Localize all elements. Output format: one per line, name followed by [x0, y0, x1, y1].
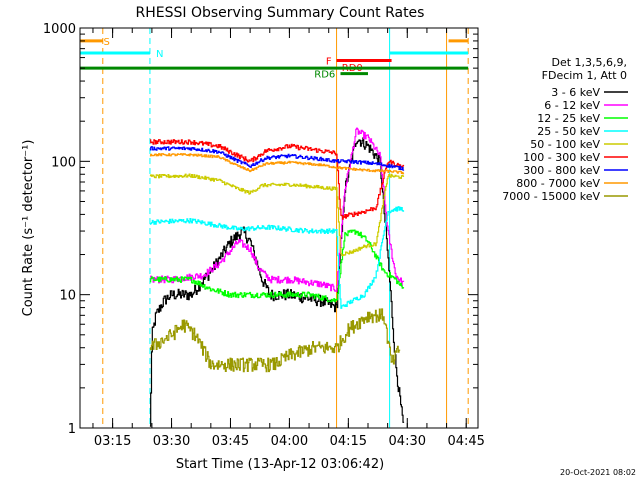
- legend-label: 800 - 7000 keV: [516, 177, 600, 190]
- series-line: [149, 206, 405, 309]
- footer-timestamp: 20-Oct-2021 08:02: [560, 468, 636, 477]
- x-tick-label: 04:45: [447, 434, 484, 449]
- series-line: [149, 229, 405, 303]
- series-line: [149, 146, 405, 171]
- state-bar-label: F: [326, 57, 332, 68]
- state-bar-label: S: [104, 37, 110, 48]
- x-tick-label: 04:00: [271, 434, 308, 449]
- series-line: [149, 127, 405, 292]
- state-bar-label: RD6: [314, 70, 335, 81]
- x-tick-label: 04:30: [389, 434, 426, 449]
- series-line: [149, 137, 405, 427]
- series-line: [149, 173, 405, 257]
- plot-frame: [79, 27, 479, 429]
- legend-label: 3 - 6 keV: [551, 86, 600, 99]
- y-tick-label: 100: [51, 155, 76, 170]
- legend-title: FDecim 1, Att 0: [542, 69, 627, 82]
- y-axis-label: Count Rate (s⁻¹ detector⁻¹): [21, 140, 36, 317]
- plot-layer: SNFRD0RD6: [80, 28, 469, 428]
- y-tick-label: 10: [59, 289, 76, 304]
- x-tick-label: 03:45: [212, 434, 249, 449]
- legend-label: 25 - 50 keV: [537, 125, 600, 138]
- x-axis-label: Start Time (13-Apr-12 03:06:42): [176, 457, 384, 472]
- legend-label: 12 - 25 keV: [537, 112, 600, 125]
- legend-label: 50 - 100 keV: [530, 138, 600, 151]
- y-tick-label: 1: [68, 422, 76, 437]
- series-line: [149, 308, 401, 373]
- axis-layer: 03:15 03:30 03:45 04:00 04:15 04:30 04:45 1 10 10…: [43, 22, 485, 449]
- series-layer: [149, 127, 405, 427]
- legend-label: 300 - 800 keV: [523, 164, 600, 177]
- legend-label: 7000 - 15000 keV: [502, 190, 600, 203]
- chart-title: RHESSI Observing Summary Count Rates: [136, 5, 425, 21]
- legend-label: 100 - 300 keV: [523, 151, 600, 164]
- series-line: [149, 153, 405, 175]
- legend-title: Det 1,3,5,6,9,: [551, 56, 627, 69]
- y-tick-label: 1000: [43, 22, 76, 37]
- legend-label: 6 - 12 keV: [544, 99, 600, 112]
- legend: Det 1,3,5,6,9,FDecim 1, Att 0 3 - 6 keV6 …: [502, 56, 628, 203]
- x-tick-label: 03:15: [94, 434, 131, 449]
- x-tick-label: 03:30: [153, 434, 190, 449]
- state-bar-label: N: [156, 49, 163, 60]
- x-tick-label: 04:15: [330, 434, 367, 449]
- series-line: [149, 139, 405, 220]
